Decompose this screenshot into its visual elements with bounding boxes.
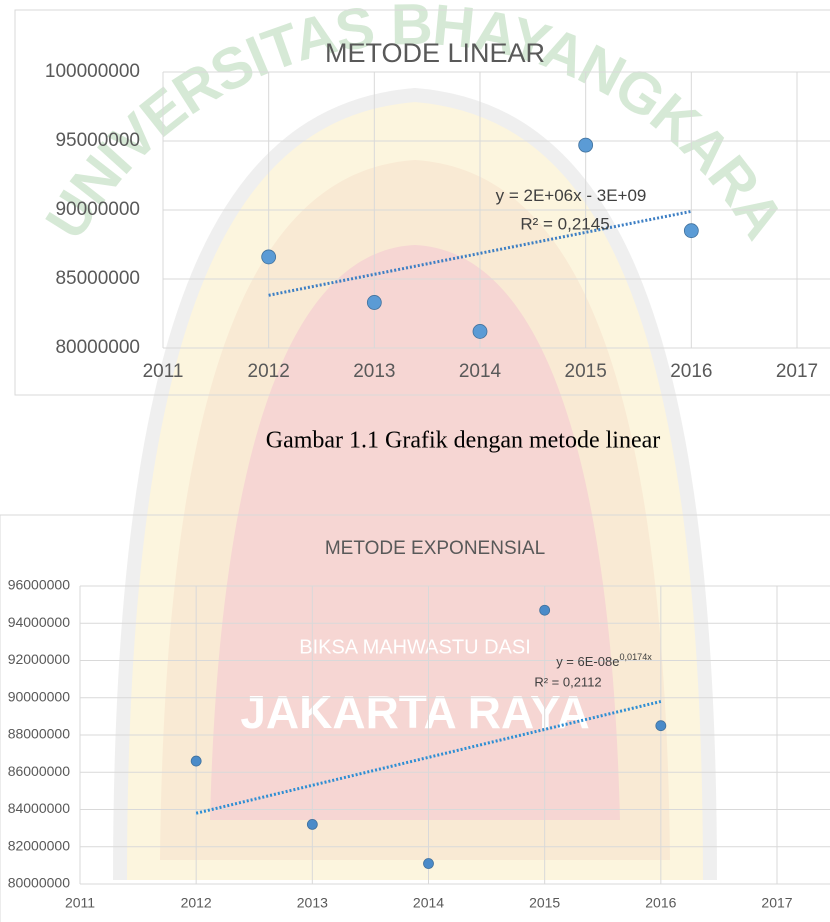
r-squared: R² = 0,2112 [534, 674, 601, 689]
x-tick-label: 2014 [413, 895, 444, 911]
data-point [684, 224, 698, 238]
y-tick-label: 94000000 [8, 614, 71, 630]
y-tick-label: 90000000 [55, 199, 140, 220]
y-tick-label: 96000000 [8, 577, 71, 593]
data-point [367, 295, 381, 309]
data-point [262, 250, 276, 264]
x-tick-label: 2011 [65, 895, 95, 911]
y-tick-label: 88000000 [8, 726, 71, 742]
equation-exponent: 0,0174x [619, 652, 652, 662]
x-tick-label: 2012 [248, 361, 290, 382]
x-tick-label: 2013 [297, 895, 328, 911]
r-squared: R² = 0,2145 [520, 214, 609, 233]
x-tick-label: 2017 [776, 361, 818, 382]
caption: Gambar 1.1 Grafik dengan metode linear [266, 428, 661, 454]
chart-title: METODE LINEAR [325, 38, 545, 68]
data-point [191, 756, 201, 766]
y-tick-label: 92000000 [8, 651, 71, 667]
x-tick-label: 2016 [645, 895, 676, 911]
y-tick-label: 90000000 [8, 688, 71, 704]
x-tick-label: 2013 [353, 361, 395, 382]
equation-base: y = 2E+06x - 3E+09 [496, 186, 647, 205]
x-tick-label: 2014 [459, 361, 502, 382]
y-tick-label: 85000000 [55, 268, 140, 289]
y-tick-label: 82000000 [8, 837, 71, 853]
x-tick-label: 2011 [143, 361, 184, 382]
watermark-motto: BIKSA MAHWASTU DASI [299, 636, 531, 658]
data-point [424, 859, 434, 869]
x-tick-label: 2016 [670, 361, 712, 382]
trendline-equation: y = 2E+06x - 3E+09 [496, 186, 647, 205]
y-tick-label: 80000000 [55, 337, 140, 358]
x-tick-label: 2012 [181, 895, 212, 911]
data-point [307, 819, 317, 829]
data-point [540, 605, 550, 615]
data-point [579, 138, 593, 152]
equation-base: y = 6E-08e [556, 654, 619, 669]
data-point [656, 721, 666, 731]
x-tick-label: 2015 [565, 361, 607, 382]
y-tick-label: 86000000 [8, 763, 71, 779]
x-tick-label: 2017 [761, 895, 792, 911]
chart-title: METODE EXPONENSIAL [325, 538, 545, 559]
y-tick-label: 84000000 [8, 800, 71, 816]
x-tick-label: 2015 [529, 895, 560, 911]
page: UNIVERSITAS BHAYANGKARA BIKSA MAHWASTU D… [0, 0, 830, 922]
y-tick-label: 80000000 [8, 875, 71, 891]
watermark-bottom-text: JAKARTA RAYA [240, 686, 589, 738]
y-tick-label: 95000000 [55, 130, 140, 151]
data-point [473, 324, 487, 338]
y-tick-label: 100000000 [45, 61, 140, 82]
